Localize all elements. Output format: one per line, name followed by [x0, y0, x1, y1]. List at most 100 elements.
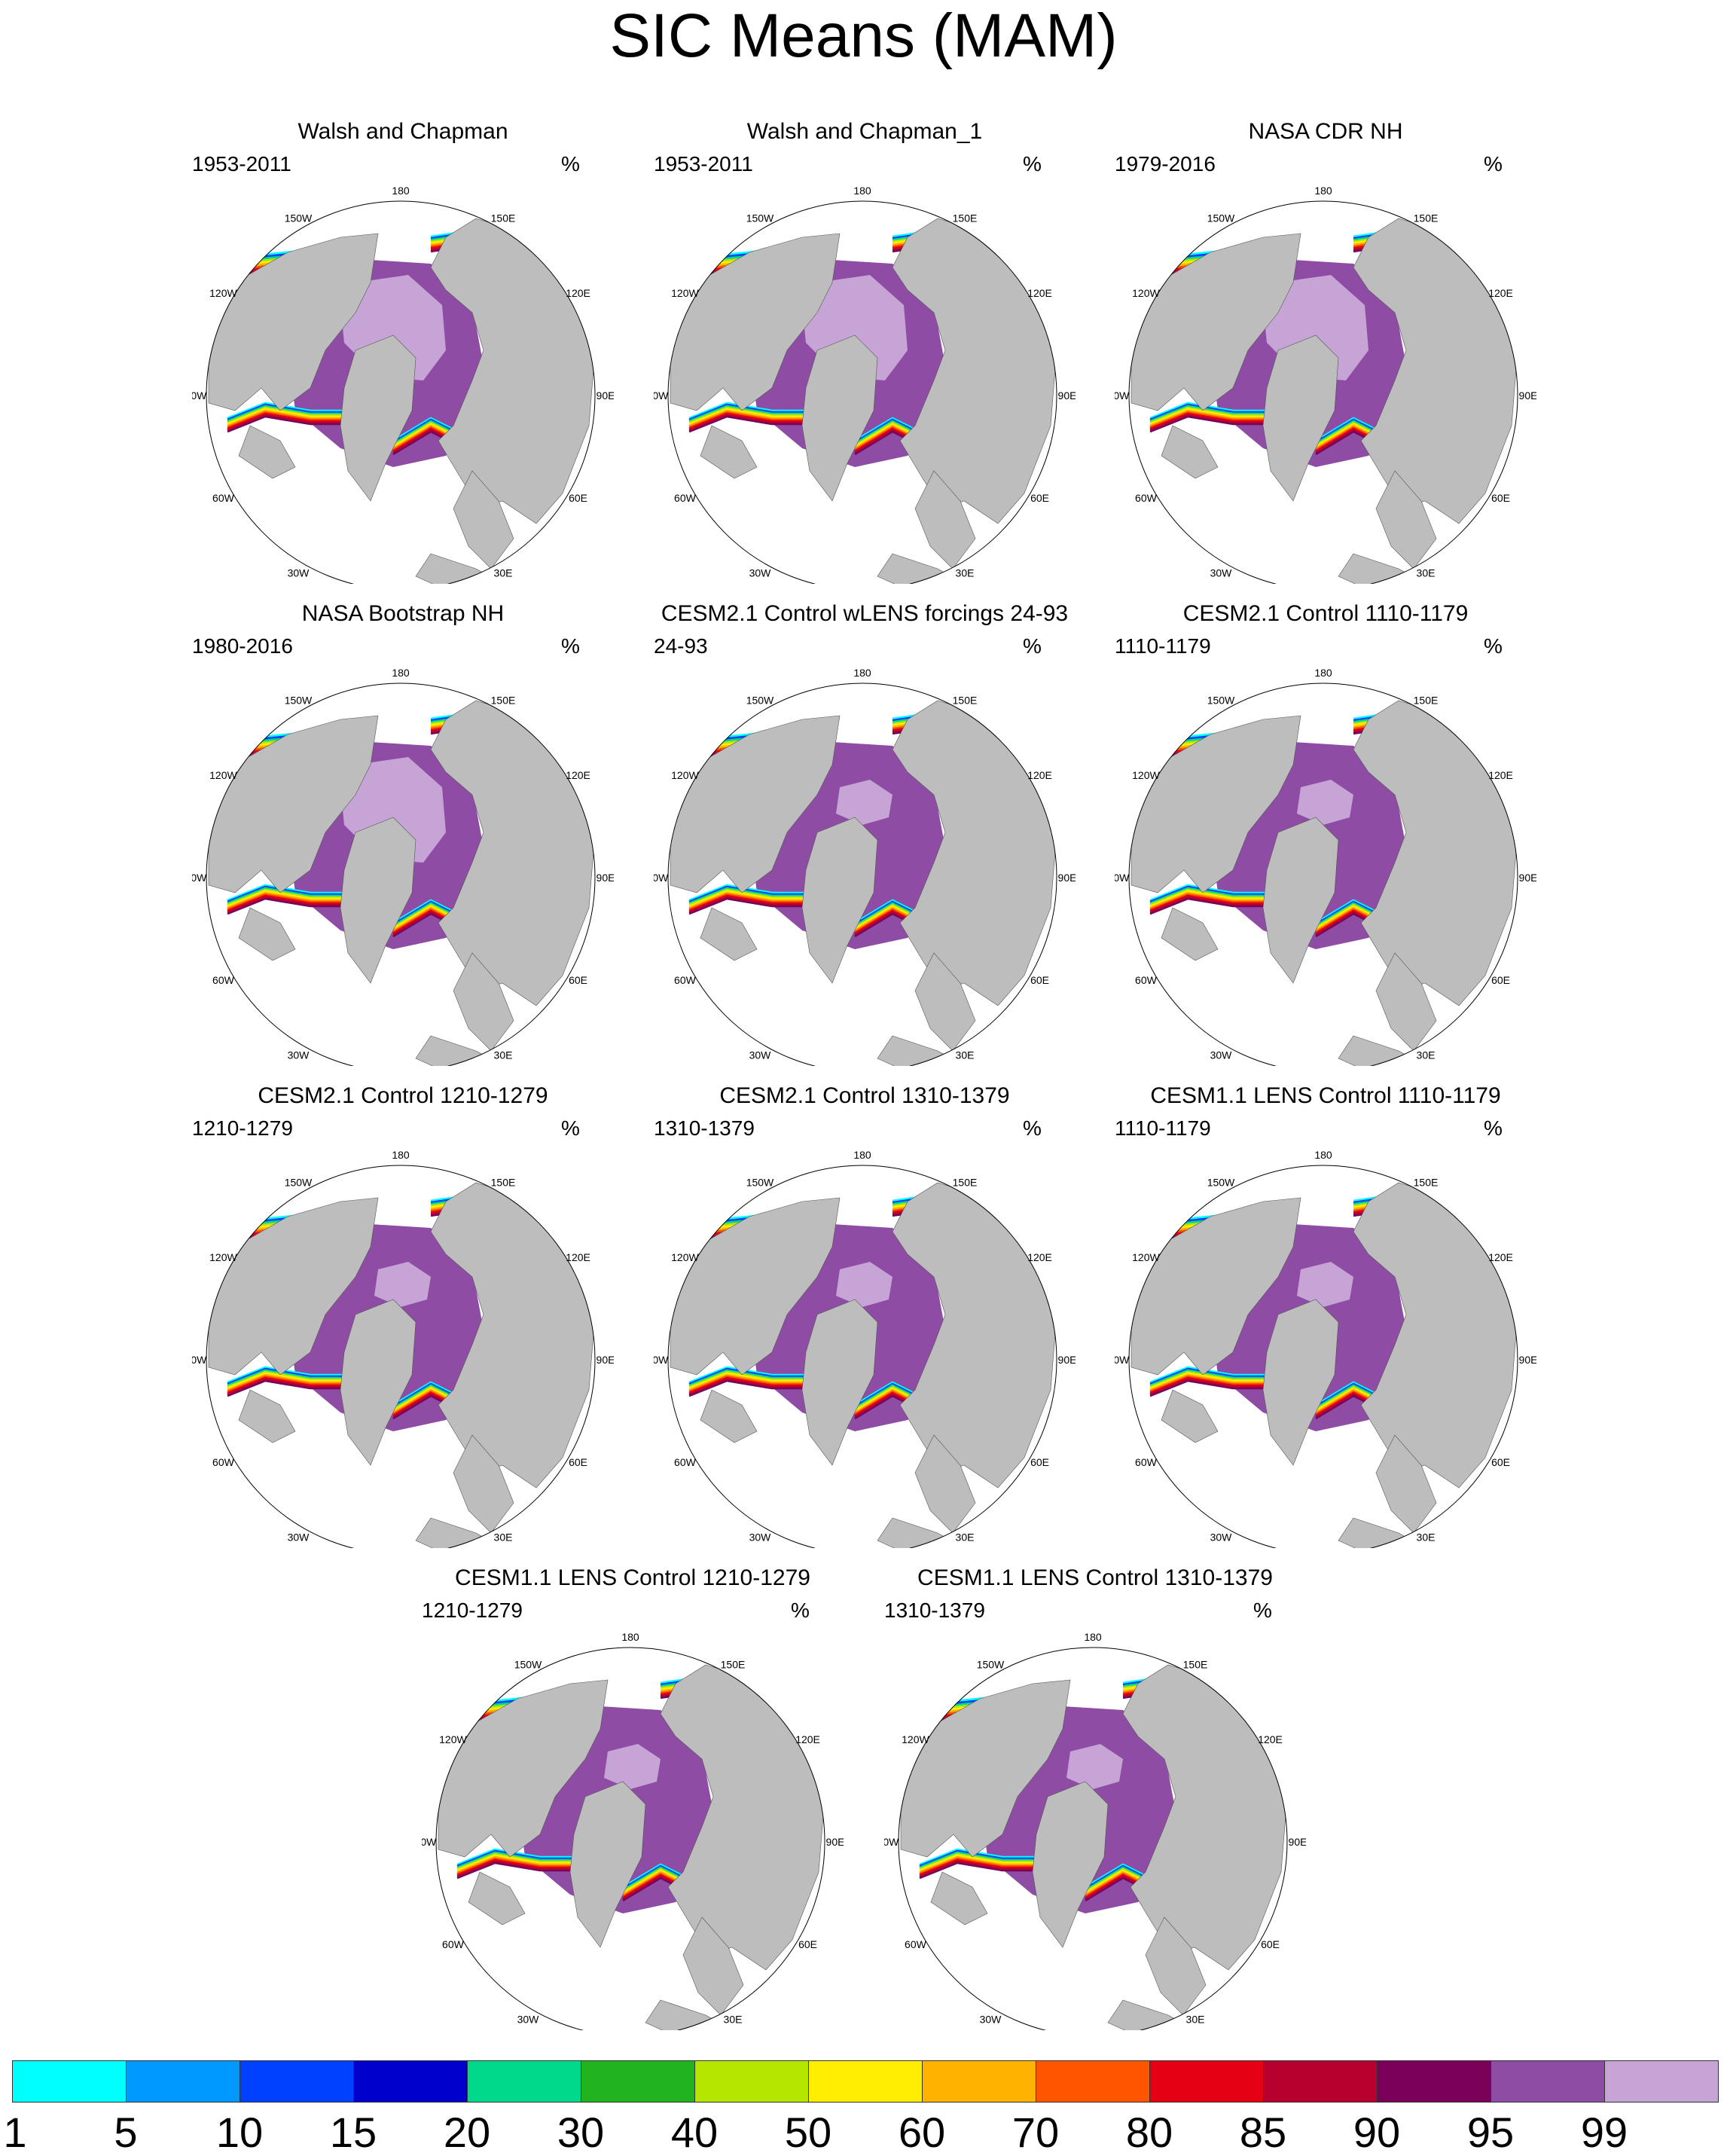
panel-units: % — [1253, 1599, 1272, 1622]
ice-edge-band — [227, 402, 355, 420]
ice-edge-band — [227, 405, 355, 423]
ice-edge-band — [1149, 412, 1278, 430]
ice-edge-band — [688, 1379, 817, 1397]
core-ice-region — [836, 1262, 892, 1307]
longitude-label: 30E — [956, 1049, 975, 1061]
longitude-label: 150W — [1207, 1176, 1235, 1188]
ice-edge-band — [688, 414, 817, 432]
longitude-label: 180 — [1314, 185, 1332, 197]
longitude-label: 150W — [285, 694, 313, 706]
longitude-label: 30E — [1417, 1049, 1436, 1061]
ice-edge-band — [227, 411, 355, 429]
ice-edge-band — [919, 1858, 1048, 1877]
ice-edge-band — [919, 1848, 1048, 1866]
ice-edge-band — [688, 893, 817, 911]
panel-title: CESM1.1 LENS Control 1310-1379 — [917, 1565, 1273, 1590]
ice-edge-band — [1149, 403, 1278, 421]
map-border — [667, 200, 1057, 584]
ice-edge-band — [1149, 402, 1278, 420]
longitude-label: 30W — [1210, 1531, 1233, 1544]
map-border — [435, 1647, 825, 2030]
panel-units: % — [1484, 634, 1503, 658]
polar-map: 180150E120E90E60E30E030W60W90W120W150W — [884, 1631, 1306, 2030]
ice-edge-band — [1149, 406, 1278, 424]
ice-edge-band — [919, 1849, 1048, 1867]
longitude-label: 90W — [192, 872, 207, 884]
longitude-label: 150W — [746, 1176, 774, 1188]
panel-period: 1310-1379 — [654, 1116, 755, 1140]
map-border — [1128, 200, 1518, 584]
ice-edge-band — [688, 406, 817, 424]
longitude-label: 150W — [746, 212, 774, 224]
longitude-label: 90W — [1115, 389, 1130, 402]
polar-map: 180150E120E90E60E30E030W60W90W120W150W — [1115, 667, 1536, 1066]
map-panel: 180150E120E90E60E30E030W60W90W120W150WCE… — [422, 1563, 904, 2030]
longitude-label: 30W — [980, 2014, 1002, 2026]
panel-period: 1210-1279 — [422, 1599, 523, 1622]
panel-period: 1110-1179 — [1115, 634, 1211, 658]
colorbar-tick-label: 10 — [215, 2109, 264, 2156]
longitude-label: 60E — [1030, 492, 1049, 504]
longitude-label: 30E — [956, 567, 975, 579]
land-mass — [700, 425, 758, 479]
longitude-label: 30W — [288, 567, 310, 579]
longitude-label: 150E — [1183, 1658, 1208, 1670]
longitude-label: 150W — [1207, 694, 1235, 706]
core-ice-region — [836, 780, 892, 825]
longitude-label: 90E — [1058, 389, 1076, 402]
panel-units: % — [561, 1116, 580, 1140]
ice-edge-band — [456, 1852, 585, 1870]
polar-map: 180150E120E90E60E30E030W60W90W120W150W — [654, 185, 1076, 584]
ice-edge-band — [1149, 409, 1278, 427]
ice-edge-band — [688, 887, 817, 905]
colorbar-tick-label: 90 — [1353, 2109, 1401, 2156]
ice-edge-band — [919, 1857, 1048, 1875]
longitude-label: 120W — [671, 769, 699, 781]
longitude-label: 60W — [1135, 1456, 1158, 1468]
longitude-label: 30W — [288, 1049, 310, 1061]
ice-edge-band — [688, 405, 817, 423]
longitude-label: 90W — [1115, 872, 1130, 884]
longitude-label: 60W — [442, 1938, 465, 1950]
longitude-label: 30E — [494, 567, 513, 579]
colorbar-tick-label: 1 — [3, 2109, 27, 2156]
land-mass — [208, 1197, 379, 1376]
colorbar-swatch — [1491, 2060, 1605, 2103]
polar-map: 180150E120E90E60E30E030W60W90W120W150W — [1115, 1149, 1536, 1548]
longitude-label: 90W — [654, 389, 669, 402]
longitude-label: 120W — [439, 1733, 467, 1745]
panel-period: 24-93 — [654, 634, 708, 658]
ice-edge-band — [1149, 1370, 1278, 1388]
longitude-label: 60W — [1135, 974, 1158, 986]
colorbar-tick-label: 85 — [1239, 2109, 1287, 2156]
land-mass — [208, 715, 379, 893]
longitude-label: 30W — [517, 2014, 540, 2026]
land-mass — [208, 233, 379, 411]
ice-edge-band — [688, 409, 817, 427]
land-mass — [1161, 1389, 1219, 1443]
ice-edge-band — [227, 884, 355, 902]
figure-title: SIC Means (MAM) — [609, 2, 1118, 70]
longitude-label: 90E — [1519, 389, 1536, 402]
longitude-label: 120W — [1132, 287, 1160, 299]
longitude-label: 90E — [1058, 872, 1076, 884]
panel-period: 1310-1379 — [884, 1599, 985, 1622]
longitude-label: 150E — [1414, 212, 1439, 224]
ice-edge-band — [688, 403, 817, 421]
ice-edge-band — [227, 1379, 355, 1397]
longitude-label: 180 — [392, 185, 410, 197]
longitude-label: 90E — [1058, 1354, 1076, 1366]
land-mass — [468, 1871, 526, 1925]
panel-units: % — [1023, 152, 1042, 176]
land-mass — [238, 425, 296, 479]
panel-title: NASA CDR NH — [1248, 119, 1403, 144]
panel-title: CESM2.1 Control 1110-1179 — [1182, 601, 1469, 626]
colorbar-tick-label: 80 — [1125, 2109, 1173, 2156]
ice-edge-band — [456, 1848, 585, 1866]
longitude-label: 90E — [597, 872, 614, 884]
longitude-label: 60E — [569, 492, 587, 504]
colorbar-tick-label: 30 — [557, 2109, 605, 2156]
ice-edge-band — [227, 1376, 355, 1394]
ice-edge-band — [227, 408, 355, 426]
ice-edge-band — [1149, 885, 1278, 903]
